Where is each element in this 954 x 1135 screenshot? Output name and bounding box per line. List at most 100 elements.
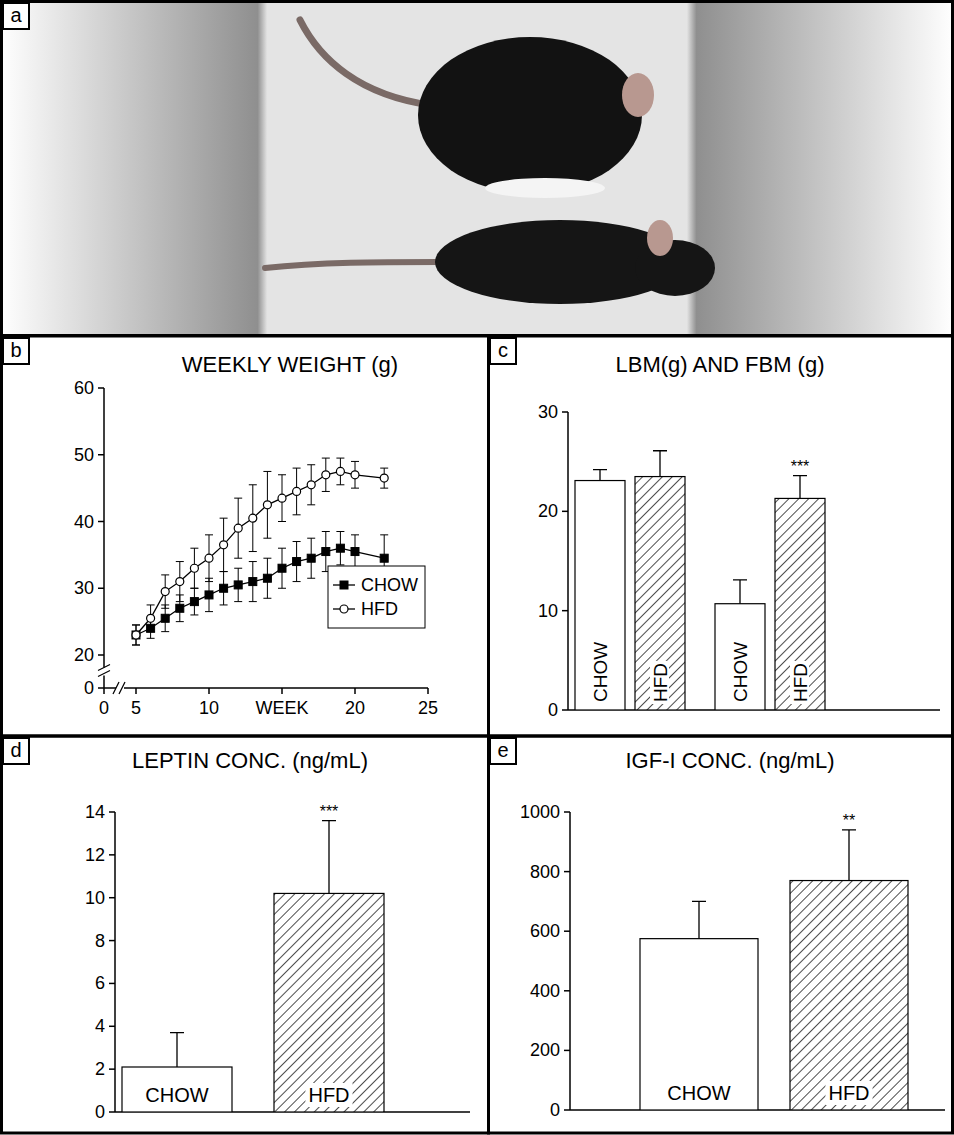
panel-letter-box <box>490 738 516 764</box>
marker <box>147 614 155 622</box>
marker <box>278 494 286 502</box>
y-tick <box>109 1026 115 1028</box>
bar <box>122 1067 232 1112</box>
panel-frame <box>2 336 489 736</box>
marker <box>190 598 198 606</box>
label-patch <box>825 1081 872 1105</box>
y-tick <box>109 1068 115 1070</box>
error-bar <box>220 518 228 571</box>
significance-label: *** <box>791 458 810 475</box>
series-line <box>136 471 384 635</box>
legend-label: HFD <box>361 599 398 619</box>
error-bar <box>220 572 228 605</box>
y-tick <box>98 654 104 656</box>
marker <box>249 578 257 586</box>
marker <box>234 581 242 589</box>
x-tick-label: 10 <box>199 698 219 718</box>
y-tick <box>562 709 568 711</box>
marker <box>380 474 388 482</box>
y-tick <box>98 521 104 523</box>
error-bar <box>249 562 257 602</box>
marker <box>176 604 184 612</box>
panel-frame <box>2 736 489 1133</box>
axis-break <box>113 682 119 694</box>
plot-area <box>575 451 825 710</box>
labels: CHOWHFDCHOW***HFD <box>590 458 811 704</box>
label-patch <box>305 1083 352 1107</box>
error-bar <box>307 538 315 578</box>
error-bar <box>234 498 242 558</box>
x-tick <box>135 688 137 694</box>
y-tick-label: 8 <box>95 931 105 951</box>
category-label: HFD <box>308 1084 349 1106</box>
marker <box>351 471 359 479</box>
marker <box>380 554 388 562</box>
error-bar <box>132 625 140 645</box>
bar <box>715 604 765 710</box>
y-tick <box>564 1109 570 1111</box>
panel-frame <box>489 736 953 1133</box>
error-bar <box>205 578 213 611</box>
category-label: HFD <box>828 1082 869 1104</box>
marker <box>307 481 315 489</box>
significance-label: ** <box>843 812 855 829</box>
bar <box>635 477 685 710</box>
marker <box>220 584 228 592</box>
y-tick-label: 60 <box>74 378 94 398</box>
error-bar <box>733 580 747 604</box>
y-tick-label: 2 <box>95 1059 105 1079</box>
x-tick-label: 5 <box>131 698 141 718</box>
error-bar <box>351 461 359 488</box>
marker <box>132 631 140 639</box>
chart-title: LBM(g) AND FBM (g) <box>615 352 824 377</box>
y-tick-label: 0 <box>550 1100 560 1120</box>
y-tick <box>564 1050 570 1052</box>
marker <box>205 554 213 562</box>
marker <box>307 554 315 562</box>
error-bar <box>293 468 301 515</box>
axis-break-gap <box>116 682 124 694</box>
y-tick-label: 6 <box>95 973 105 993</box>
panel-frame <box>489 336 953 736</box>
y-tick <box>109 854 115 856</box>
error-bar <box>234 568 242 601</box>
marker <box>336 544 344 552</box>
marker <box>263 501 271 509</box>
x-tick-label: WEEK <box>255 698 308 718</box>
y-tick <box>562 610 568 612</box>
panel-letter: e <box>497 739 508 761</box>
chart-title: WEEKLY WEIGHT (g) <box>182 352 398 377</box>
y-tick-label: 10 <box>85 888 105 908</box>
panel-letter-box <box>490 338 516 364</box>
y-tick <box>98 687 104 689</box>
marker <box>351 548 359 556</box>
error-bar <box>205 535 213 582</box>
panel-frame <box>2 2 953 336</box>
marker <box>340 581 348 589</box>
y-tick <box>564 990 570 992</box>
chart-title: LEPTIN CONC. (ng/mL) <box>132 748 368 773</box>
error-bar <box>380 468 388 488</box>
panel-letter: a <box>10 4 22 26</box>
error-bar <box>307 465 315 505</box>
legend: CHOWHFD <box>328 566 425 628</box>
mouse-head <box>635 240 715 296</box>
x-tick-label: 0 <box>99 698 109 718</box>
y-axis <box>103 388 105 688</box>
category-label: HFD <box>650 663 671 702</box>
y-tick-label: 1000 <box>520 802 560 822</box>
y-tick-label: 20 <box>74 645 94 665</box>
marker <box>293 558 301 566</box>
marker <box>205 591 213 599</box>
x-tick <box>103 688 105 694</box>
axis-break <box>98 671 110 677</box>
bar <box>775 498 825 710</box>
y-tick <box>562 511 568 513</box>
y-tick <box>98 588 104 590</box>
y-tick-label: 200 <box>530 1040 560 1060</box>
error-bar <box>336 532 344 565</box>
bar <box>790 881 908 1110</box>
y-tick <box>109 983 115 985</box>
error-bar <box>132 625 140 645</box>
panel-letter: d <box>10 739 21 761</box>
